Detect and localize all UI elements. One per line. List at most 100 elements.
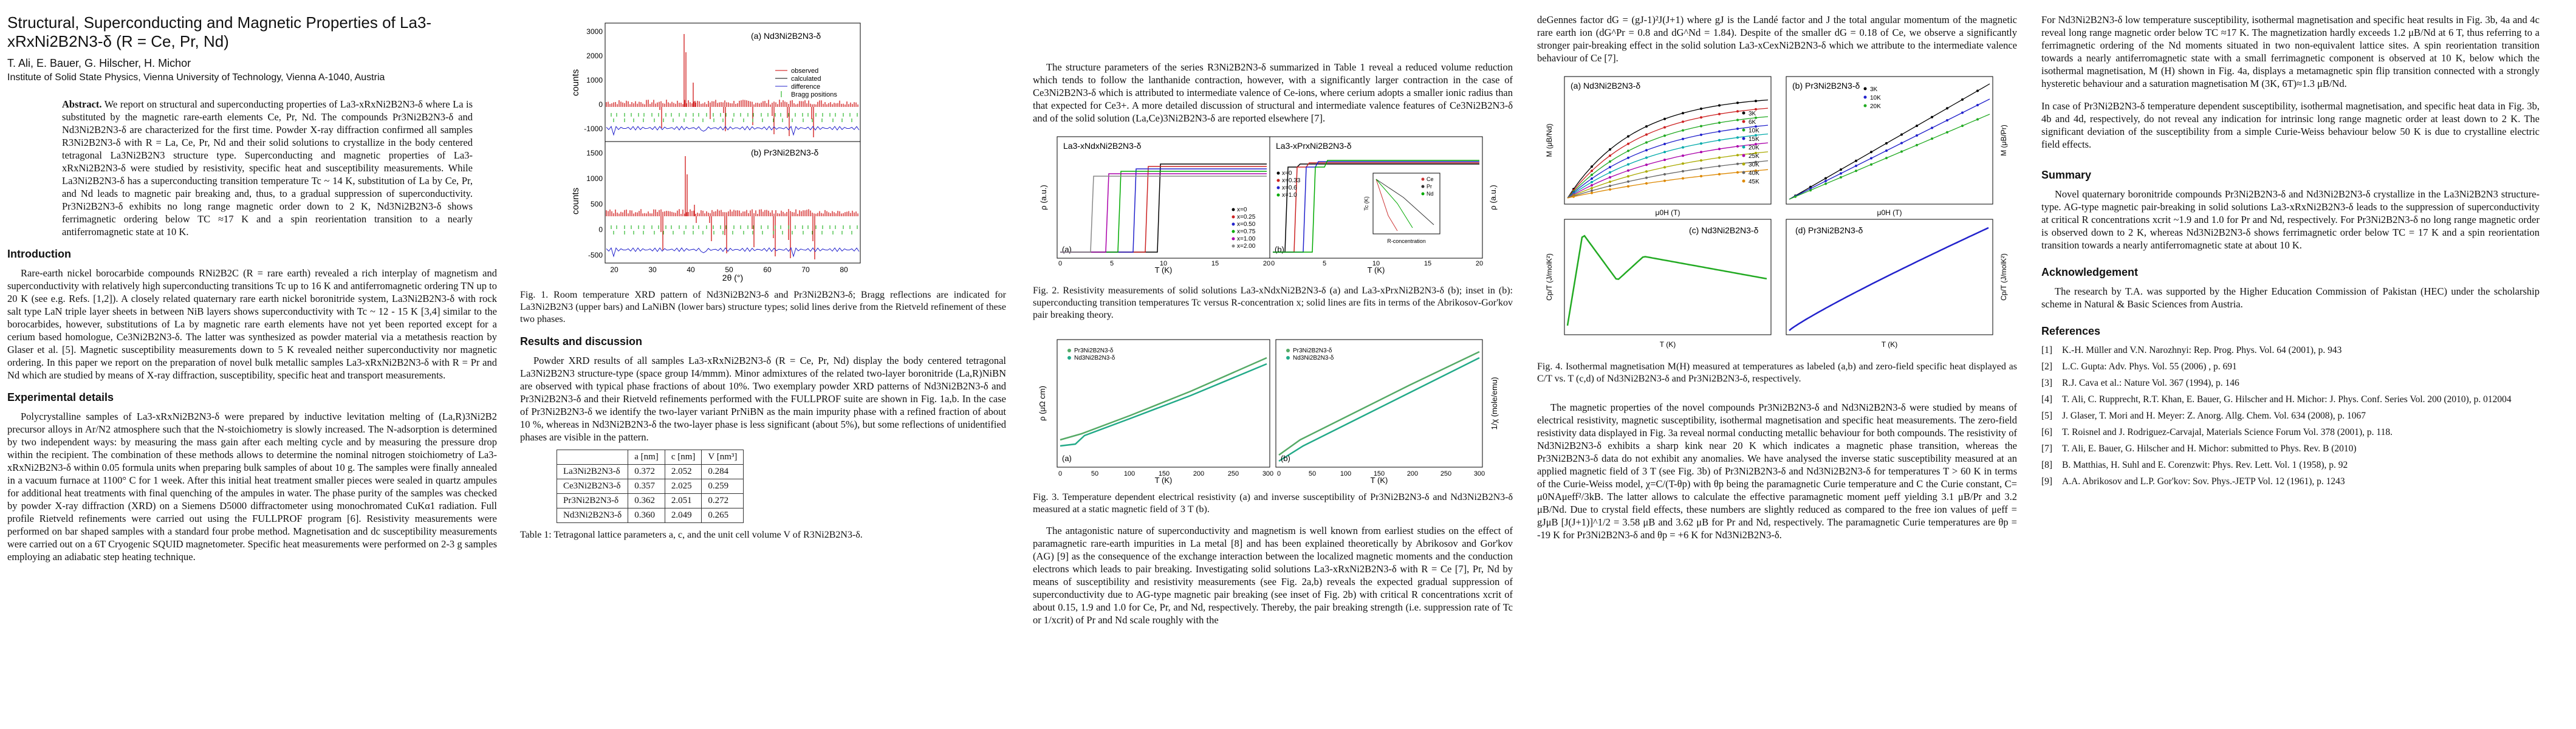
fig4-a-point: [1700, 133, 1702, 136]
fig4-a-point: [1682, 169, 1684, 173]
fig4-a-point: [1736, 101, 1739, 104]
fig4-b-point: [1840, 168, 1842, 171]
reference-number: [8]: [2041, 460, 2053, 470]
fig4-b-point: [1931, 115, 1933, 118]
fig4-a-series: [1567, 125, 1769, 199]
fig2-legend-b-marker: [1276, 193, 1280, 197]
lattice-table: a [nm] c [nm] V [nm³] La3Ni2B2N3-δ 0.372 2…: [556, 450, 744, 523]
fig1-xtick-label: 70: [801, 265, 810, 274]
references-list: [1] K.-H. Müller and V.N. Narozhnyi: Rep.…: [2041, 344, 2540, 488]
fig4-legend-b: 3K 10K 20K: [1863, 86, 1881, 110]
fig4-legend-a-marker: [1742, 145, 1745, 149]
figure-3: (a) (b) Pr3Ni2B2N3-δ Nd3Ni2B2N3-δ Pr3Ni2…: [1033, 334, 1513, 485]
table-header-cell: [556, 450, 629, 465]
table-cell: 0.360: [628, 508, 665, 523]
fig3-xtick-label: 250: [1440, 470, 1451, 477]
fig2-legend-b-marker: [1276, 179, 1280, 182]
fig2-b-series: [1273, 161, 1479, 253]
fig4-a-point: [1682, 129, 1684, 132]
fig4-a-point: [1591, 187, 1593, 190]
fig1-ylabel-b: counts: [570, 188, 581, 214]
fig3-a-nd-curve: [1060, 363, 1267, 447]
fig2-legend-a-label: x=0.50: [1237, 221, 1256, 228]
fig4-a-point: [1609, 166, 1611, 169]
fig4-a-point: [1755, 116, 1757, 119]
fig4-a-point: [1609, 154, 1611, 157]
reference-text: K.-H. Müller and V.N. Narozhnyi: Rep. Pr…: [2062, 345, 2342, 355]
fig2-legend-b-label: x=0.6: [1282, 185, 1297, 191]
fig2-ylabel: ρ (a.u.): [1039, 185, 1048, 210]
fig4-a-point: [1627, 135, 1629, 138]
fig4-a-point: [1645, 156, 1648, 159]
fig4-a-point: [1755, 134, 1757, 137]
section-heading-ack: Acknowledgement: [2041, 266, 2139, 278]
fig4-b-point: [1976, 104, 1979, 106]
reference-number: [1]: [2041, 345, 2053, 355]
fig4-a-point: [1718, 112, 1721, 115]
fig4-legend-a-label: 40K: [1749, 170, 1759, 177]
fig4-a-series: [1567, 160, 1769, 199]
fig2-inset-nd-line: [1375, 179, 1413, 228]
fig1-ytick-label: 500: [591, 200, 603, 208]
fig1-xtick-label: 30: [648, 265, 657, 274]
fig4-legend-a-label: 25K: [1749, 153, 1759, 160]
fig4-a-point: [1609, 180, 1611, 183]
fig4-legend-a-label: 20K: [1749, 145, 1759, 151]
fig3-xtick-label: 50: [1309, 470, 1316, 477]
fig4-b-point: [1961, 98, 1964, 101]
fig4-legend-b-marker: [1863, 104, 1867, 108]
col4-bottom-paragraph: The magnetic properties of the novel com…: [1537, 402, 2017, 541]
fig3-ylabel-b: 1/χ (mole/emu): [1490, 377, 1499, 430]
fig3-xlabel-a: T (K): [1155, 476, 1173, 485]
fig1-ylabel-a: counts: [570, 69, 581, 96]
summary-paragraph: Novel quaternary boronitride compounds P…: [2041, 188, 2540, 251]
reference-number: [4]: [2041, 394, 2053, 405]
fig4-b-point: [1855, 159, 1857, 162]
fig2-inset: [1372, 173, 1440, 234]
fig1-panel-b-label: (b) Pr3Ni2B2N3-δ: [751, 148, 818, 157]
table-cell: Ce3Ni2B2N3-δ: [556, 479, 629, 494]
column-1: Structural, Superconducting and Magnetic…: [7, 0, 497, 729]
fig1-xlabel: 2θ (°): [722, 273, 743, 282]
fig3-legend-b: Pr3Ni2B2N3-δ Nd3Ni2B2N3-δ: [1286, 347, 1334, 361]
fig4-a-point: [1736, 171, 1739, 174]
fig3-xtick-label: 200: [1193, 470, 1204, 477]
fig4-a-point: [1736, 110, 1739, 113]
fig4-a-series: [1567, 116, 1769, 199]
fig2-inset-legend-nd: Nd: [1427, 191, 1434, 197]
reference-number: [9]: [2041, 476, 2053, 487]
fig4-b-point: [1885, 149, 1888, 152]
fig4-xlabel-d: T (K): [1882, 340, 1897, 349]
fig4-a-point: [1645, 141, 1648, 144]
reference-number: [7]: [2041, 443, 2053, 454]
fig4-a-point: [1591, 189, 1593, 192]
figure-2-svg: La3-xNdxNi2B2N3-δ La3-xPrxNi2B2N3-δ (a) …: [1039, 136, 1498, 275]
fig4-a-point: [1736, 136, 1739, 139]
table-header-cell: a [nm]: [628, 450, 665, 465]
fig2-legend-a-marker: [1231, 208, 1235, 211]
fig4-b-point: [1946, 131, 1948, 134]
fig4-a-point: [1736, 145, 1739, 148]
fig4-a-series: [1567, 108, 1769, 199]
reference-text: B. Matthias, H. Suhl and E. Corenzwit: P…: [2062, 460, 2348, 470]
fig2-b-series: [1273, 162, 1479, 253]
fig3-xtick-label: 250: [1228, 470, 1239, 477]
fig4-a-series: [1567, 169, 1769, 199]
fig3-b-nd-curve: [1278, 357, 1480, 462]
fig2-xtick-label: 20: [1263, 260, 1270, 267]
figure-1-svg: (a) Nd3Ni2B2N3-δ (b) Pr3Ni2B2N3-δ observ…: [570, 22, 861, 282]
fig4-a-point: [1682, 162, 1684, 165]
fig4-a-point: [1645, 149, 1648, 152]
fig3-xtick-label: 50: [1091, 470, 1098, 477]
fig4-a-point: [1700, 167, 1702, 170]
fig4-a-point: [1755, 143, 1757, 146]
fig3-tag-a: (a): [1062, 454, 1072, 463]
fig3-xtick-label: 200: [1407, 470, 1418, 477]
fig4-a-point: [1700, 125, 1702, 128]
fig4-a-point: [1609, 185, 1611, 187]
fig4-b-point: [1900, 150, 1903, 153]
fig4-a-point: [1682, 146, 1684, 149]
reference-text: L.C. Gupta: Adv. Phys. Vol. 55 (2006) , …: [2062, 361, 2237, 372]
fig4-a-point: [1663, 126, 1666, 129]
fig4-legend-a-marker: [1742, 171, 1745, 174]
